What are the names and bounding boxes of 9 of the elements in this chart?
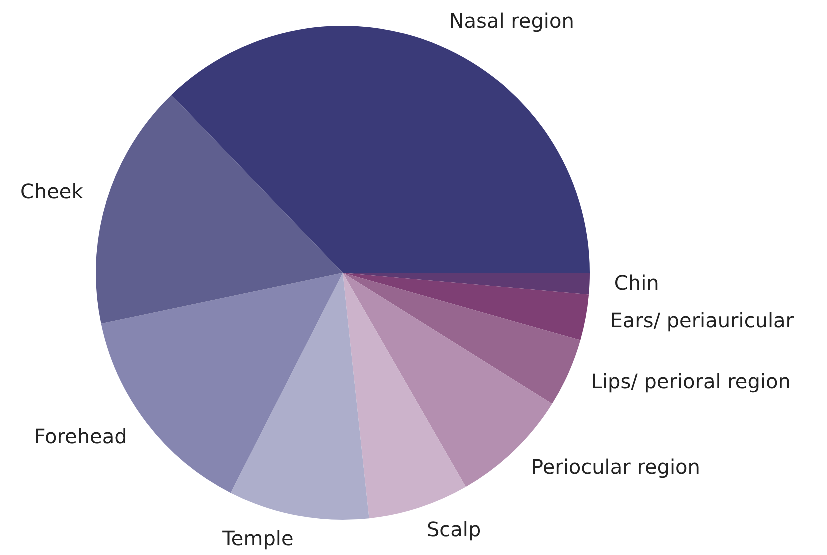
slice-label: Forehead bbox=[34, 424, 128, 448]
slice-label: Nasal region bbox=[449, 9, 574, 34]
slice-label: Chin bbox=[614, 271, 660, 296]
slice-label: Temple bbox=[222, 526, 294, 550]
slice-label: Cheek bbox=[20, 179, 84, 204]
slice-label: Lips/ perioral region bbox=[591, 369, 791, 394]
slice-label: Periocular region bbox=[531, 454, 700, 479]
slice-label: Scalp bbox=[426, 518, 482, 542]
slice-label: Ears/ periauricular bbox=[610, 308, 795, 332]
